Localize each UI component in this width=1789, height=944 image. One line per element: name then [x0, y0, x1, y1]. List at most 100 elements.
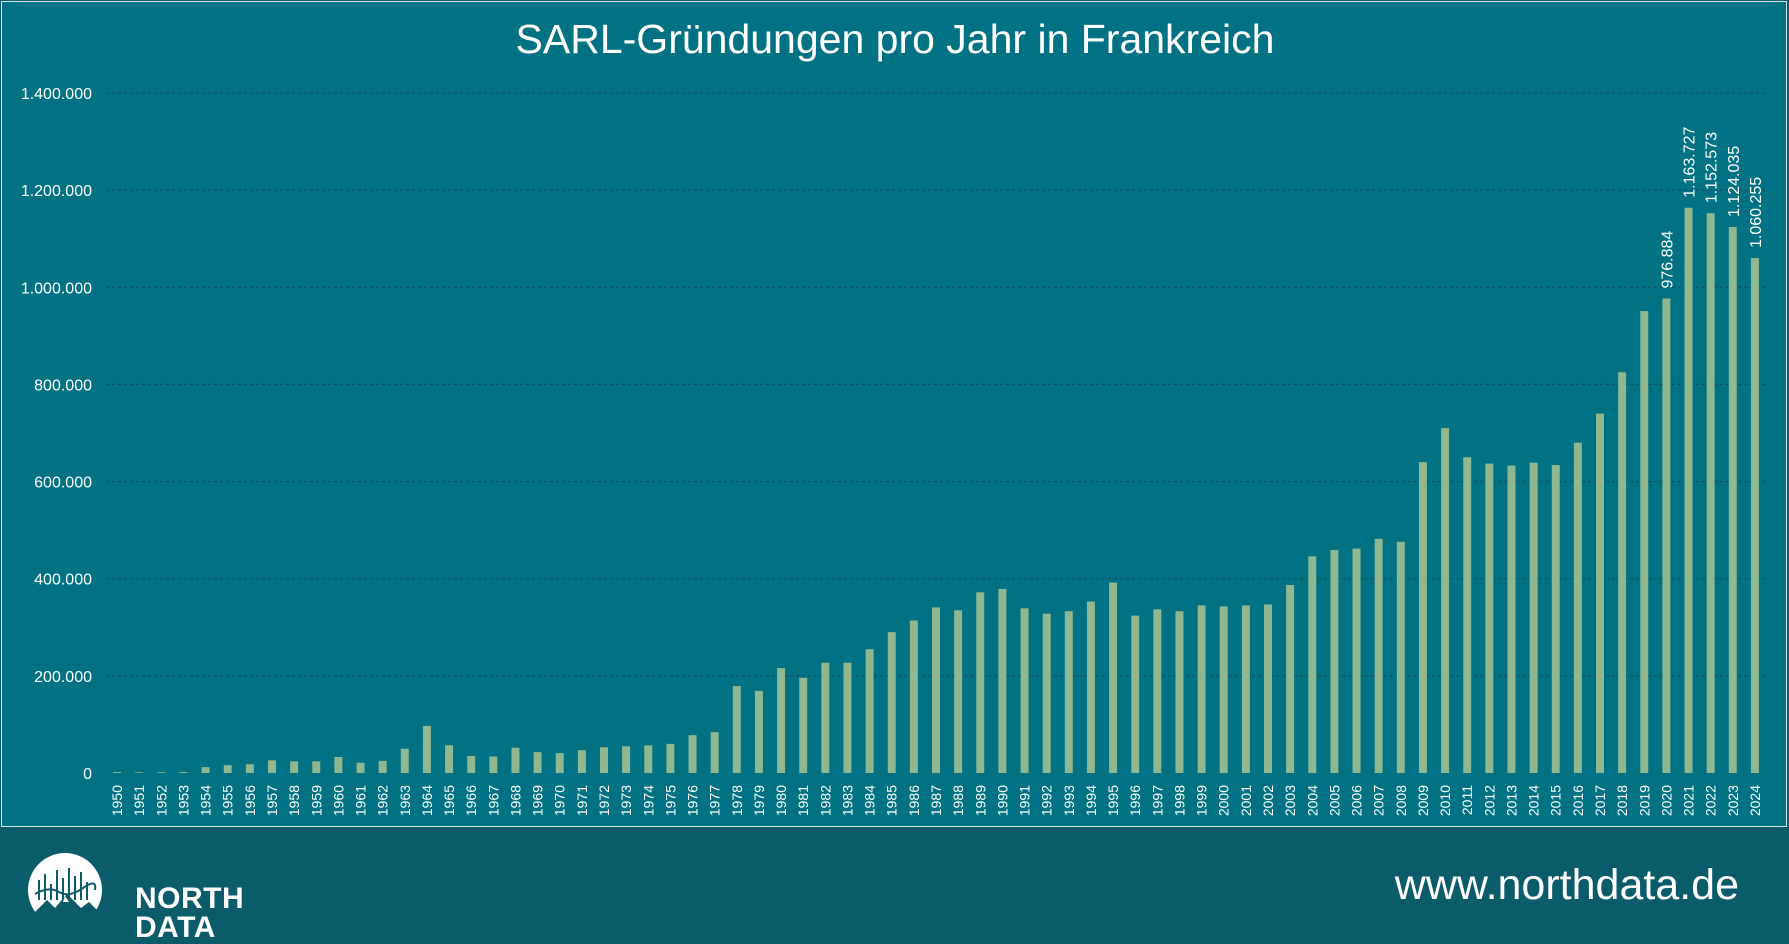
x-tick-label: 2000: [1216, 785, 1232, 816]
x-tick-label: 1983: [839, 785, 855, 816]
x-tick-label: 1977: [707, 785, 723, 816]
x-tick-label: 2019: [1636, 785, 1652, 816]
bar: [201, 767, 210, 773]
x-tick-label: 2007: [1371, 785, 1387, 816]
bar: [1197, 605, 1206, 773]
bar: [1086, 601, 1095, 773]
bar: [1507, 465, 1516, 773]
bar: [1485, 463, 1494, 773]
x-tick-label: 2021: [1681, 785, 1697, 816]
website-link[interactable]: www.northdata.de: [1394, 861, 1739, 909]
x-tick-label: 2023: [1725, 785, 1741, 816]
x-tick-label: 2004: [1304, 785, 1320, 816]
bar: [754, 690, 763, 773]
bar: [511, 747, 520, 773]
data-label: 1.124.035: [1726, 146, 1743, 217]
logo-emblem-icon: [28, 853, 102, 930]
bar: [1396, 541, 1405, 773]
bar: [245, 764, 254, 773]
bars: [113, 207, 1759, 773]
bar: [821, 662, 830, 773]
x-tick-label: 1965: [441, 785, 457, 816]
bar: [268, 760, 276, 773]
bar: [932, 607, 940, 773]
x-tick-label: 1978: [729, 785, 745, 816]
x-tick-label: 2010: [1437, 785, 1453, 816]
bar: [422, 725, 431, 773]
bar: [777, 668, 786, 773]
bar: [378, 760, 387, 773]
bar: [356, 762, 365, 773]
bar: [1706, 213, 1715, 773]
bar: [954, 610, 963, 773]
grid-lines: [106, 92, 1766, 677]
y-tick-label: 600.000: [34, 475, 92, 492]
x-tick-label: 1964: [419, 785, 435, 816]
bar: [799, 677, 808, 773]
data-label: 1.060.255: [1748, 177, 1765, 248]
chart-panel: SARL-Gründungen pro Jahr in Frankreich 0…: [1, 1, 1787, 827]
x-tick-label: 1971: [574, 785, 590, 816]
x-tick-label: 2022: [1703, 785, 1719, 816]
x-tick-label: 1986: [906, 785, 922, 816]
data-labels: 976.884 1.163.727 1.152.573 1.124.035 1.060.…: [1659, 126, 1765, 288]
x-tick-label: 1990: [994, 785, 1010, 816]
y-tick-label: 1.200.000: [21, 183, 92, 200]
x-tick-label: 2003: [1282, 785, 1298, 816]
x-tick-label: 1997: [1149, 785, 1165, 816]
bar: [467, 756, 476, 773]
bar: [1441, 428, 1450, 773]
bar: [1463, 457, 1472, 773]
x-tick-label: 2024: [1747, 785, 1763, 816]
x-tick-label: 1973: [618, 785, 634, 816]
bar: [1662, 298, 1671, 773]
x-tick-label: 1993: [1061, 785, 1077, 816]
bar: [909, 620, 918, 773]
x-tick-label: 1989: [972, 785, 988, 816]
x-tick-label: 1954: [198, 785, 214, 816]
x-tick-label: 2015: [1548, 785, 1564, 816]
bar: [1064, 611, 1073, 773]
bar: [644, 745, 653, 773]
bar: [1374, 538, 1383, 773]
x-tick-label: 1974: [640, 785, 656, 816]
footer: NORTH DATA www.northdata.de: [0, 828, 1789, 943]
x-tick-label: 1953: [175, 785, 191, 816]
bar: [223, 765, 232, 773]
bar: [1618, 372, 1627, 773]
x-tick-label: 1991: [1017, 785, 1033, 816]
bar: [400, 748, 409, 773]
data-label: 976.884: [1659, 231, 1676, 289]
x-tick-label: 1970: [552, 785, 568, 816]
x-tick-label: 1963: [397, 785, 413, 816]
x-tick-label: 2011: [1459, 785, 1475, 815]
x-tick-label: 1982: [817, 785, 833, 816]
bar: [1750, 258, 1759, 773]
x-tick-label: 1995: [1105, 785, 1121, 816]
bar: [1020, 608, 1029, 773]
x-tick-label: 1968: [507, 785, 523, 816]
bar: [555, 753, 564, 773]
x-tick-label: 1952: [153, 785, 169, 816]
bar: [976, 592, 985, 773]
x-tick-label: 1960: [330, 785, 346, 816]
x-tick-label: 2008: [1393, 785, 1409, 816]
bar: [489, 756, 498, 773]
y-tick-label: 0: [83, 766, 92, 783]
x-tick-label: 2012: [1481, 785, 1497, 816]
bar: [533, 752, 542, 773]
northdata-logo[interactable]: NORTH DATA: [25, 850, 244, 943]
x-tick-label: 2001: [1238, 785, 1254, 816]
bar: [135, 772, 144, 773]
bar: [1219, 606, 1228, 773]
x-tick-label: 1979: [751, 785, 767, 816]
x-tick-label: 1972: [596, 785, 612, 816]
x-tick-label: 1994: [1083, 785, 1099, 816]
bar: [688, 735, 697, 773]
x-tick-label: 1984: [862, 785, 878, 816]
x-tick-label: 2002: [1260, 785, 1276, 816]
bar: [843, 662, 852, 773]
x-tick-label: 2014: [1526, 785, 1542, 816]
x-tick-label: 2006: [1349, 785, 1365, 816]
bar: [1175, 611, 1184, 773]
